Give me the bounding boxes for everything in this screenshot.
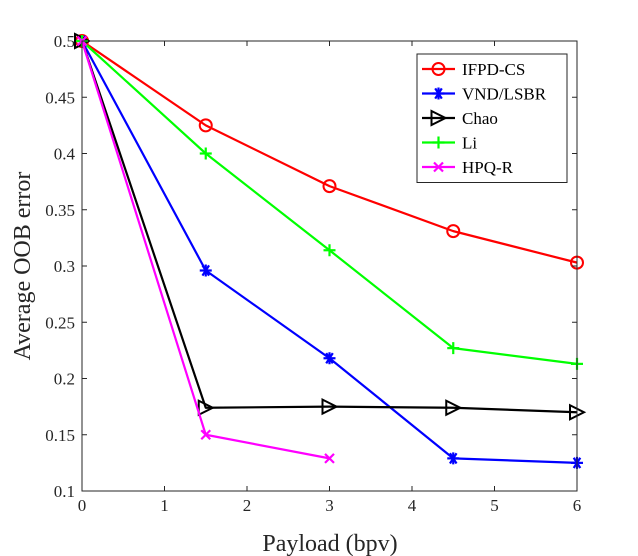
series-hpq-r — [76, 35, 335, 464]
legend-marker — [432, 87, 445, 100]
data-point-ifpd-cs — [198, 118, 213, 133]
series-li — [76, 35, 583, 370]
legend-item-chao: Chao — [422, 109, 498, 128]
series-chao — [74, 32, 587, 421]
x-tick-label: 1 — [160, 496, 169, 515]
data-point-li — [447, 342, 460, 355]
x-tick-label: 4 — [408, 496, 417, 515]
x-tick-label: 3 — [325, 496, 334, 515]
y-tick-label: 0.1 — [54, 482, 75, 501]
legend-label: HPQ-R — [462, 158, 514, 177]
y-axis-title: Average OOB error — [10, 172, 36, 361]
data-point-chao — [321, 398, 339, 416]
data-point-hpq-r — [324, 453, 335, 464]
series-line-chao — [80, 40, 578, 414]
data-point-li — [323, 244, 336, 257]
series-line-ifpd-cs — [81, 40, 578, 264]
y-tick-label: 0.5 — [54, 32, 75, 51]
data-point-vnd-lsbr — [323, 352, 336, 365]
y-tick-label: 0.15 — [45, 426, 75, 445]
data-point-vnd-lsbr — [199, 264, 212, 277]
x-tick-label: 6 — [573, 496, 582, 515]
legend-item-li: Li — [422, 134, 477, 153]
data-point-vnd-lsbr — [447, 452, 460, 465]
y-tick-label: 0.45 — [45, 88, 75, 107]
y-tick-label: 0.35 — [45, 201, 75, 220]
data-point-chao — [445, 399, 463, 417]
x-tick-label: 5 — [490, 496, 499, 515]
x-axis-title: Payload (bpv) — [262, 531, 397, 556]
legend-marker — [432, 136, 445, 149]
legend-marker — [431, 62, 446, 76]
y-tick-label: 0.2 — [54, 370, 75, 389]
data-point-chao — [197, 399, 215, 417]
data-point-ifpd-cs — [322, 179, 337, 194]
legend-marker — [430, 109, 448, 127]
x-tick-label: 0 — [78, 496, 87, 515]
legend-label: Chao — [462, 109, 498, 128]
legend-label: IFPD-CS — [462, 60, 525, 79]
legend: IFPD-CS VND/LSBR Chao Li HPQ-R — [416, 53, 568, 183]
x-tick-label: 2 — [243, 496, 252, 515]
y-tick-label: 0.25 — [45, 313, 75, 332]
data-point-li — [199, 147, 212, 160]
legend-item-ifpd-cs: IFPD-CS — [422, 60, 525, 79]
legend-item-hpq-r: HPQ-R — [422, 158, 514, 177]
y-tick-label: 0.4 — [54, 145, 76, 164]
data-point-ifpd-cs — [446, 224, 461, 239]
data-point-hpq-r — [200, 429, 212, 441]
legend-marker — [433, 161, 444, 173]
legend-item-vnd-lsbr: VND/LSBR — [422, 85, 547, 104]
legend-label: VND/LSBR — [462, 85, 547, 104]
legend-label: Li — [462, 134, 477, 153]
y-tick-label: 0.3 — [54, 257, 75, 276]
